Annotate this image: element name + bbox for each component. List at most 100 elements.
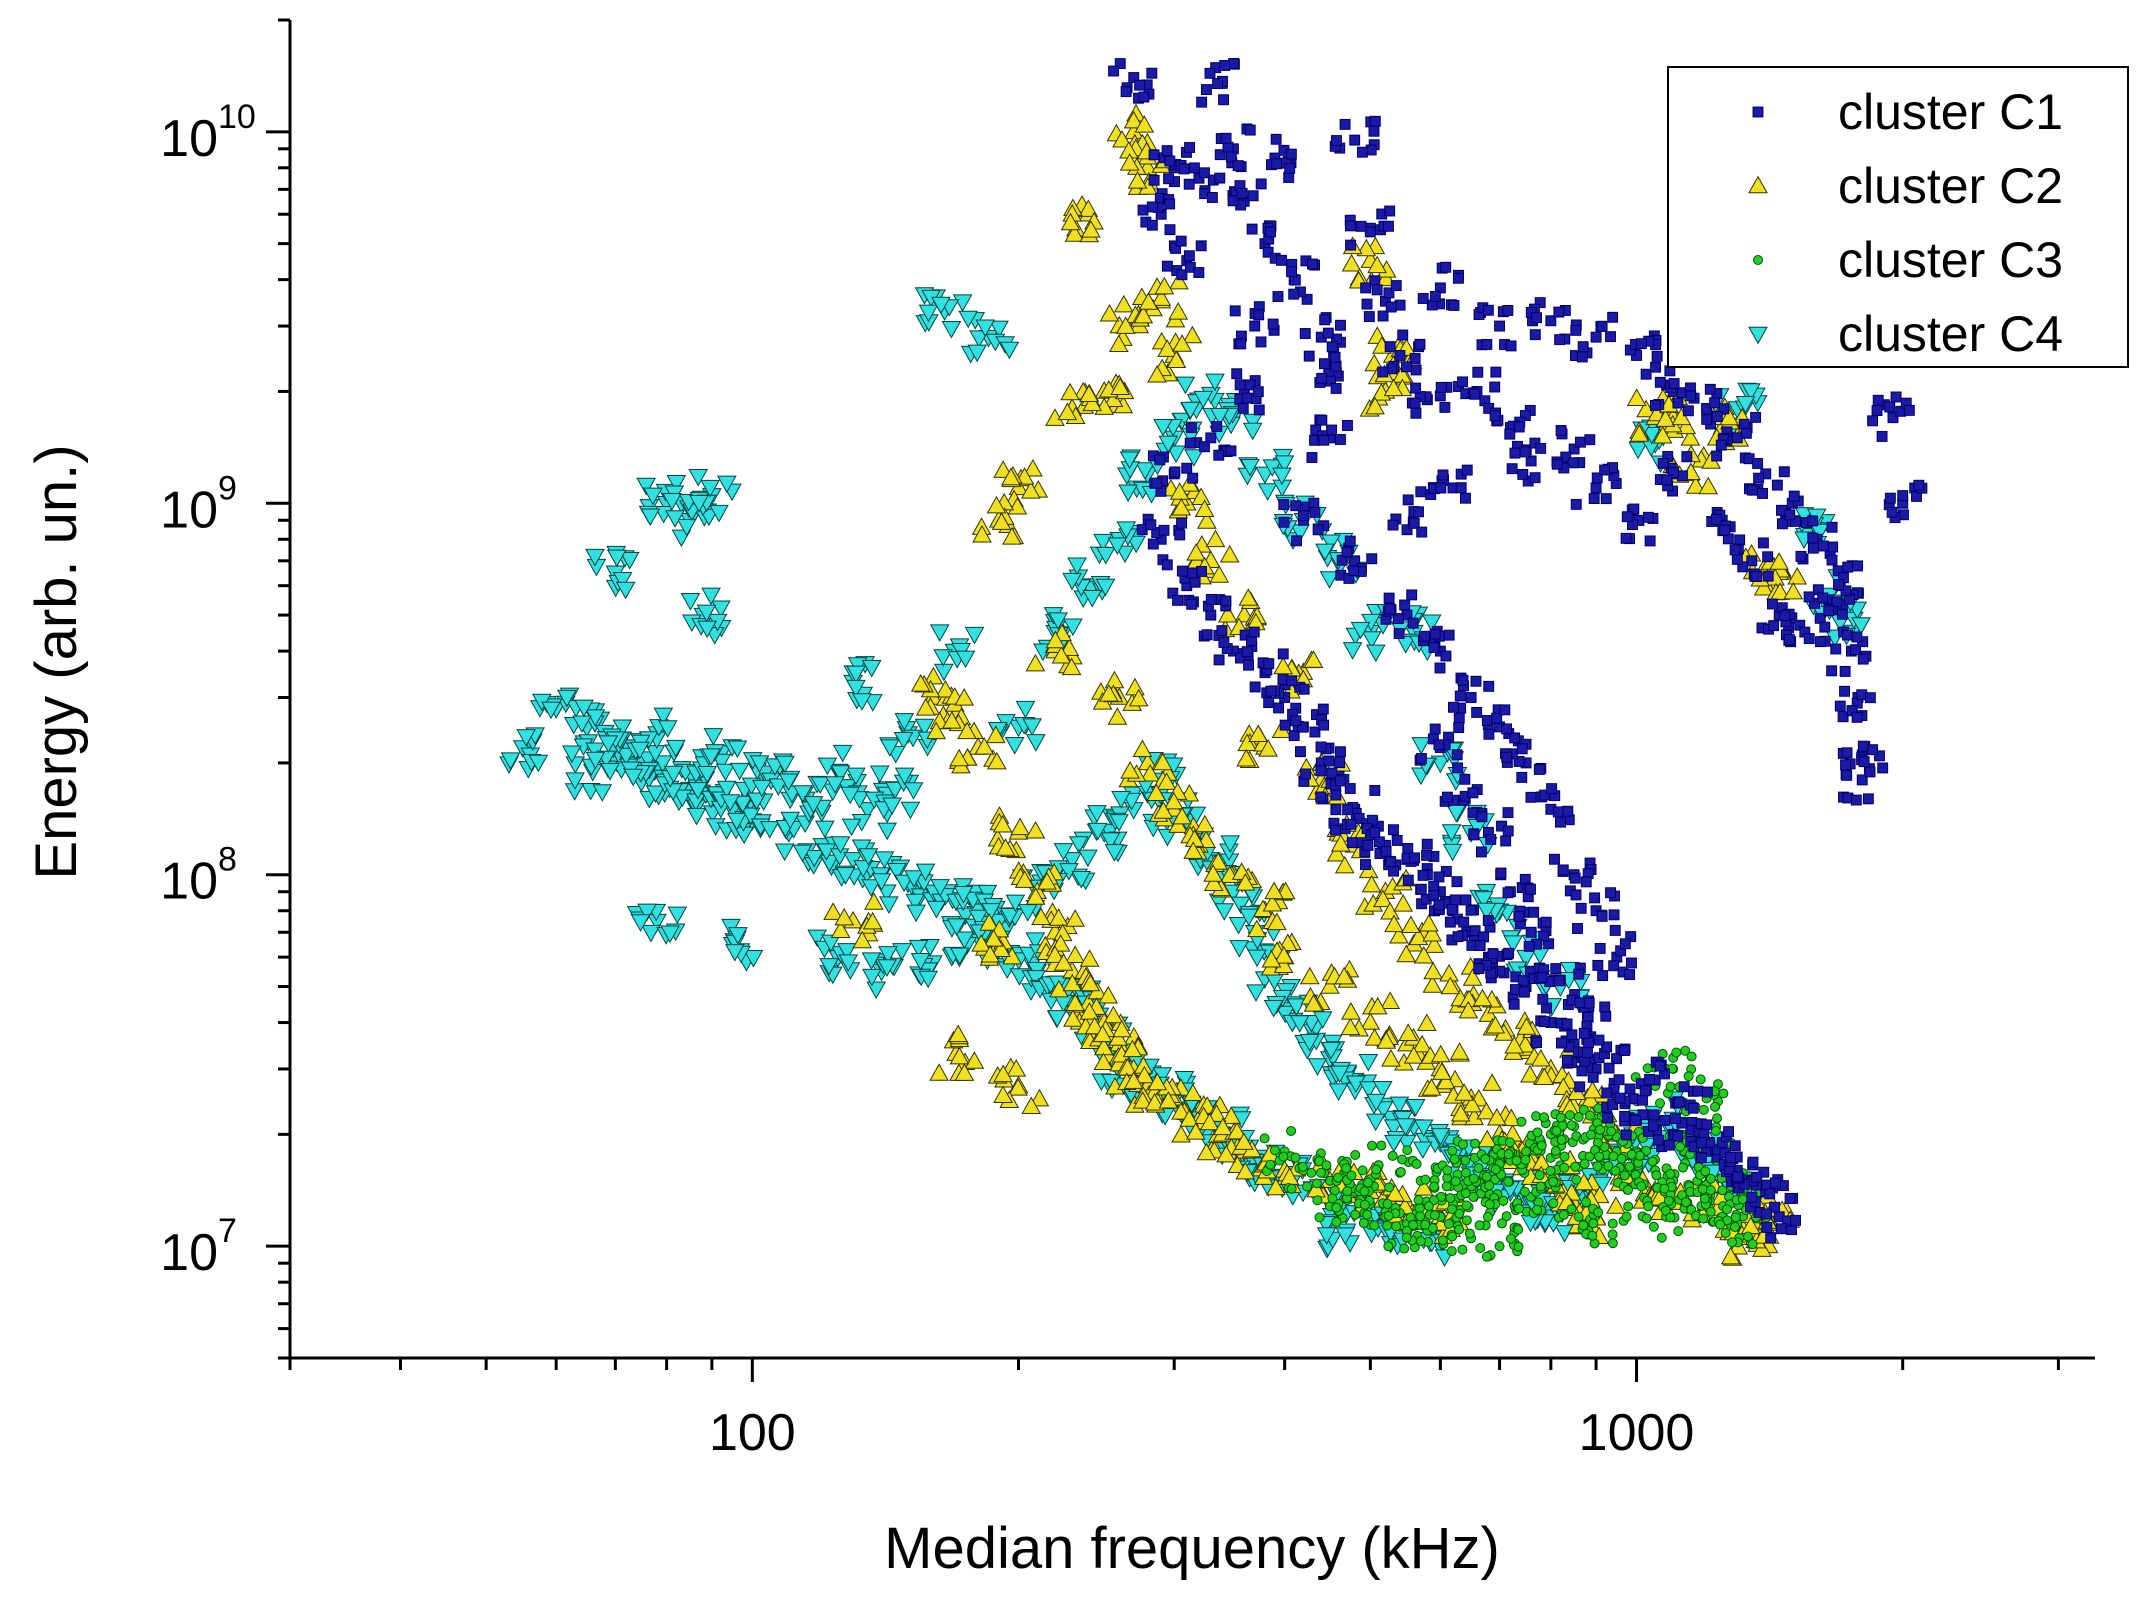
data-point xyxy=(1704,383,1716,395)
data-point xyxy=(1248,724,1269,742)
data-point xyxy=(1573,968,1585,980)
data-point xyxy=(1380,845,1392,857)
data-point xyxy=(663,783,683,801)
data-point xyxy=(1514,1203,1525,1214)
data-point xyxy=(1320,976,1340,994)
data-point xyxy=(1231,368,1243,380)
data-point xyxy=(1147,364,1167,383)
data-point xyxy=(1063,618,1083,637)
data-point xyxy=(1344,783,1356,794)
data-point xyxy=(1605,887,1616,899)
data-point xyxy=(1461,1215,1472,1226)
data-point xyxy=(893,732,914,750)
data-point xyxy=(1435,482,1447,494)
data-point xyxy=(1237,402,1249,414)
data-point xyxy=(629,741,650,760)
data-point xyxy=(1132,1091,1153,1109)
data-point xyxy=(1316,372,1328,384)
data-point xyxy=(1118,484,1138,503)
data-point xyxy=(1419,630,1430,642)
data-point xyxy=(1505,340,1517,352)
data-point xyxy=(1329,351,1341,363)
data-point xyxy=(1591,472,1603,484)
data-point xyxy=(1467,807,1479,819)
data-point xyxy=(1534,1067,1555,1086)
data-point xyxy=(949,947,970,966)
data-point xyxy=(1757,537,1769,549)
data-point xyxy=(835,867,856,885)
data-point xyxy=(1576,1065,1588,1077)
data-point xyxy=(908,939,929,958)
data-point xyxy=(952,294,973,313)
data-point xyxy=(1319,314,1331,326)
data-point xyxy=(1803,591,1815,603)
data-point xyxy=(1660,1205,1671,1216)
data-point xyxy=(1369,1220,1380,1231)
data-point xyxy=(1762,551,1774,563)
data-point xyxy=(1815,636,1826,648)
data-point xyxy=(667,906,688,925)
data-point xyxy=(1415,1236,1426,1247)
data-point xyxy=(1413,506,1424,518)
data-point xyxy=(1361,874,1382,893)
data-point xyxy=(1172,806,1192,825)
data-point xyxy=(1103,1005,1124,1024)
data-point xyxy=(1384,1182,1395,1193)
data-point xyxy=(1209,408,1230,426)
data-point xyxy=(1574,997,1586,1009)
data-point xyxy=(1330,383,1342,394)
data-point xyxy=(1540,916,1552,928)
data-point xyxy=(1146,67,1158,79)
data-point xyxy=(1623,1201,1634,1212)
data-point xyxy=(1582,1080,1603,1099)
data-point xyxy=(1212,1117,1233,1136)
data-point xyxy=(1654,376,1666,388)
data-point xyxy=(1327,1193,1338,1204)
data-point xyxy=(1078,199,1099,217)
data-point xyxy=(1695,1137,1707,1149)
data-point xyxy=(1842,561,1854,573)
data-point xyxy=(688,468,709,487)
data-point xyxy=(1826,665,1838,677)
data-point xyxy=(1417,869,1429,881)
data-point xyxy=(1599,464,1611,476)
data-point xyxy=(1176,517,1187,529)
data-point xyxy=(971,934,992,952)
data-point xyxy=(1819,621,1831,633)
data-point xyxy=(636,477,657,496)
data-point xyxy=(830,836,851,854)
data-point xyxy=(1784,509,1796,521)
data-point xyxy=(1803,633,1815,645)
data-point xyxy=(1403,1046,1424,1064)
data-point xyxy=(1504,1137,1515,1148)
data-point xyxy=(1406,589,1418,601)
data-point xyxy=(1172,594,1184,606)
data-point xyxy=(1402,874,1414,886)
data-point xyxy=(1061,657,1082,676)
data-point xyxy=(949,748,970,767)
data-point xyxy=(1417,293,1429,304)
data-point xyxy=(1263,697,1275,708)
data-point xyxy=(1060,382,1080,401)
data-point xyxy=(592,784,613,802)
data-point xyxy=(1678,1081,1690,1093)
data-point xyxy=(1428,880,1440,892)
data-point xyxy=(1607,311,1619,323)
data-point xyxy=(1448,299,1460,311)
data-point xyxy=(1065,909,1085,927)
data-point xyxy=(725,944,745,962)
data-point xyxy=(1576,351,1588,363)
data-point xyxy=(1025,820,1046,839)
data-point xyxy=(1317,703,1329,715)
data-point xyxy=(1482,1073,1502,1091)
data-point xyxy=(1171,1102,1191,1120)
data-point xyxy=(743,950,764,968)
y-tick-label-exponent: 7 xyxy=(218,1212,237,1250)
data-point xyxy=(1428,890,1440,902)
data-point xyxy=(1682,405,1694,417)
data-point xyxy=(846,665,866,684)
data-point xyxy=(697,765,717,784)
data-point xyxy=(1216,1144,1237,1163)
data-point xyxy=(1302,1181,1313,1192)
data-point xyxy=(1433,899,1445,911)
